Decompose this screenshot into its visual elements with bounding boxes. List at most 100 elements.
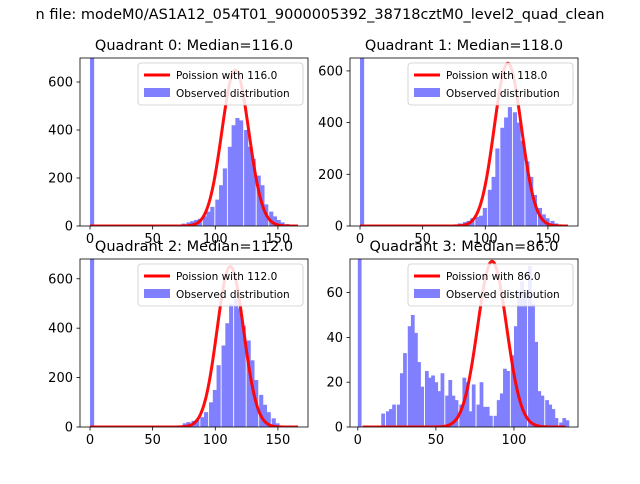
histogram-bar [565,420,570,427]
histogram-bar [360,58,365,226]
histogram-bar [545,400,549,427]
poisson-curve [89,264,299,427]
histogram-bar [210,206,215,226]
histogram-bar [434,382,439,427]
x-tick-label: 150 [266,232,291,247]
axes-frame [349,258,579,428]
histogram-bar [216,365,221,427]
histogram-bar [271,418,276,427]
histogram-bar [247,146,253,226]
histogram-bar [403,353,407,427]
poisson-curve [359,61,569,226]
y-tick-label: 400 [48,124,73,139]
histogram-bar [206,211,211,226]
histogram-bar [459,404,464,427]
histogram-bar [559,422,564,427]
histogram-bar [471,384,476,427]
legend-label-observed: Observed distribution [446,88,560,100]
histogram-bar [517,292,521,427]
x-tick-label: 100 [473,232,498,247]
histogram-bar [485,406,490,427]
x-tick-label: 150 [536,232,561,247]
histogram-bar [219,185,224,226]
histogram-bar [499,393,504,427]
panel-title: Quadrant 3: Median=86.0 [370,239,559,255]
histogram-bar [239,120,244,226]
legend-label-poisson: Poission with 86.0 [446,271,541,283]
histogram-bar [506,371,510,427]
histogram-bar [479,382,484,427]
histogram-bar [417,362,421,427]
legend: Poission with 112.0 Observed distribution [137,263,304,307]
y-tick-label: 600 [318,64,343,79]
x-tick-label: 100 [203,232,228,247]
histogram-bar [520,140,525,226]
plot-area [89,58,299,226]
histogram-bar [496,400,501,427]
histogram-bar [235,118,240,226]
histogram-bar [244,130,249,226]
histogram-bar [414,332,418,427]
histogram-bar [385,411,390,427]
panel-quadrant-2: 0 50 100 150 0 200 400 600 Poission with 112.0 Ob… [48,239,309,448]
histogram-bar [510,355,515,427]
plot-area [89,259,299,427]
histogram-bar [266,412,271,427]
histogram-bar [410,315,415,427]
histogram-bar [396,404,401,427]
histogram-bar [222,168,227,226]
histogram-bar [551,409,556,427]
y-tick-label: 600 [48,76,73,91]
y-tick-label: 20 [326,376,343,391]
histogram-bar [516,122,521,226]
y-tick-label: 40 [326,331,343,346]
x-tick-label: 50 [144,433,161,448]
histogram-bar [491,176,496,226]
legend-label-observed: Observed distribution [446,289,560,301]
legend: Poission with 116.0 Observed distribution [137,62,304,106]
plot-area [357,259,570,427]
y-tick-label: 0 [65,220,73,235]
histogram-bar [488,415,493,427]
histogram-bar [90,58,95,226]
x-tick-label: 0 [86,232,94,247]
histogram-bar [475,216,480,226]
histogram-bar [227,146,232,226]
histogram-bar [389,409,393,427]
histogram-bar [503,368,507,427]
histogram-bar [529,176,534,226]
histogram-bar [468,411,473,427]
x-tick-label: 50 [428,433,445,448]
histogram-bar [550,220,555,226]
histogram-bar [229,303,234,427]
figure-suptitle: n file: modeM0/AS1A12_054T01_9000005392_… [36,7,605,23]
legend-label-poisson: Poission with 112.0 [176,271,277,283]
histogram-bar [276,220,281,226]
panel-title: Quadrant 0: Median=116.0 [95,38,293,54]
histogram-bar [504,117,509,226]
histogram-bar [262,404,268,427]
histogram-bar [476,404,481,427]
axes-frame [79,57,309,227]
histogram-bar [500,127,505,226]
y-tick-label: 0 [65,421,73,436]
histogram-bar [237,308,242,427]
legend-label-observed: Observed distribution [176,289,290,301]
histogram-bar [251,158,256,226]
legend-box [137,263,304,307]
histogram-bar [528,265,532,427]
histogram-bar [548,404,553,427]
panel-quadrant-0: 0 50 100 150 0 200 400 600 Poission with 116.0 Ob… [48,38,309,247]
poisson-curve [89,68,299,226]
histogram-bar [532,194,538,226]
histogram-bar [482,406,487,427]
histogram-bar [275,423,280,427]
y-tick-label: 200 [48,371,73,386]
histogram-bar [495,148,500,226]
histogram-bar [554,418,559,427]
x-tick-label: 0 [356,232,364,247]
histogram-bar [231,125,236,226]
legend-box [137,62,304,106]
